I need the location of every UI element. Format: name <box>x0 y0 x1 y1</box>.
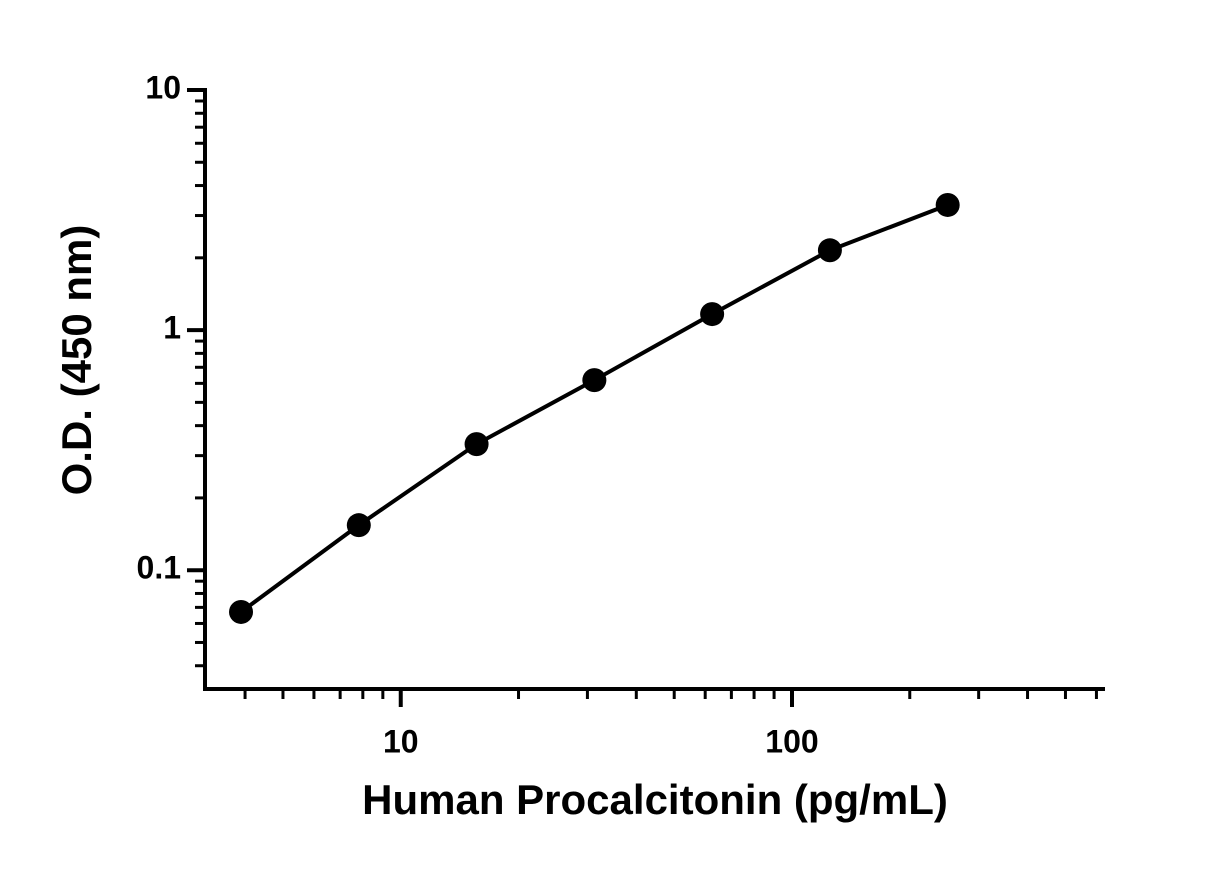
y-tick-label: 0.1 <box>137 550 181 586</box>
x-tick-label: 100 <box>765 723 818 759</box>
x-axis-title: Human Procalcitonin (pg/mL) <box>362 776 948 823</box>
data-point <box>582 368 607 393</box>
y-tick-label: 1 <box>163 310 181 346</box>
data-point <box>464 432 489 457</box>
x-tick-label: 10 <box>383 723 419 759</box>
data-point <box>817 238 842 263</box>
y-tick-label: 10 <box>145 69 181 105</box>
y-axis-title: O.D. (450 nm) <box>53 225 100 496</box>
data-point <box>229 599 254 624</box>
data-point <box>935 192 960 217</box>
data-point <box>700 302 725 327</box>
fit-line <box>239 203 949 614</box>
data-point <box>346 513 371 538</box>
